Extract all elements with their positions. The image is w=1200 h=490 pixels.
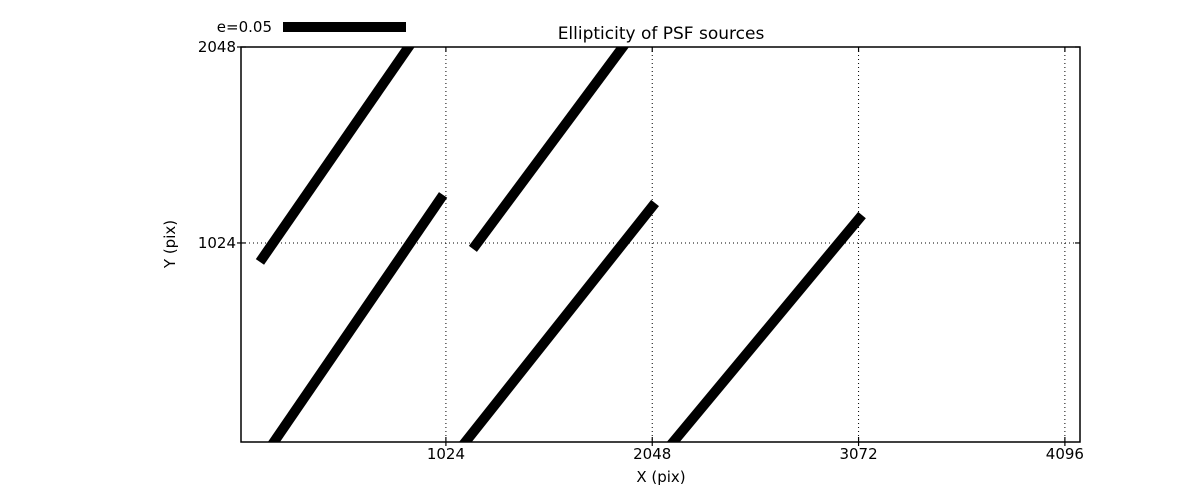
axes-frame: [240, 46, 1081, 443]
x-tick-label: 4096: [1045, 445, 1084, 463]
ellipticity-stick: [459, 199, 659, 442]
ellipticity-stick: [666, 211, 866, 442]
ellipticity-stick: [255, 47, 415, 265]
x-tick-label: 2048: [633, 445, 672, 463]
stick-group: [255, 47, 866, 442]
legend-label: e=0.05: [216, 18, 272, 36]
ellipticity-stick: [267, 192, 448, 442]
y-tick-label: 2048: [197, 38, 236, 56]
y-tick-label: 1024: [197, 233, 236, 252]
x-axis-label: X (pix): [636, 468, 686, 486]
chart-title: Ellipticity of PSF sources: [557, 24, 765, 44]
x-tick-label: 1024: [426, 445, 465, 463]
legend-stick-sample: [283, 22, 406, 32]
x-tick-label: 3072: [839, 445, 878, 463]
ellipticity-stick: [468, 47, 630, 252]
